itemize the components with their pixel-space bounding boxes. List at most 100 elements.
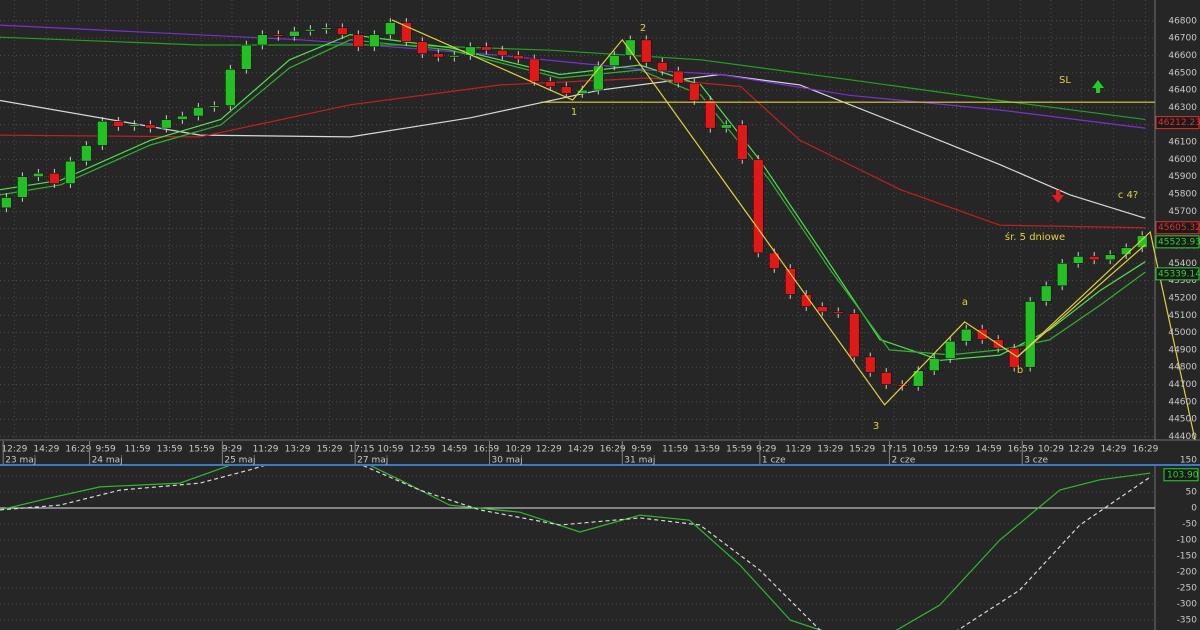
candle-body — [976, 328, 988, 340]
x-tick-label: 13:59 — [157, 445, 183, 455]
candle-body — [592, 65, 604, 91]
candle-body — [608, 55, 620, 67]
candle-body — [225, 68, 236, 106]
date-label: 30 maj — [492, 456, 523, 466]
price-tag-label: 46212.23 — [1158, 118, 1200, 128]
y-tick-label: 45200 — [1168, 293, 1197, 303]
y-tick-label: -300 — [1177, 600, 1198, 610]
x-tick-label: 16:59 — [1008, 445, 1034, 455]
y-tick-label: 50 — [1186, 488, 1198, 498]
candle-body — [65, 160, 76, 184]
candle-body — [129, 124, 140, 127]
x-tick-label: 10:59 — [377, 445, 403, 455]
y-tick-label: 46400 — [1168, 86, 1197, 96]
candle-body — [864, 356, 876, 373]
candle-body — [161, 119, 172, 129]
x-tick-label: 11:29 — [785, 445, 811, 455]
date-label: 2 cze — [891, 456, 915, 466]
y-tick-label: 46500 — [1168, 68, 1197, 78]
value-tag-label: 103.90 — [1167, 470, 1199, 480]
x-tick-label: 16:59 — [473, 445, 499, 455]
y-tick-label: 45400 — [1168, 259, 1197, 269]
x-tick-label: 12:29 — [1068, 445, 1094, 455]
candle-body — [449, 55, 460, 58]
candle-body — [672, 70, 684, 84]
x-tick-label: 13:29 — [817, 445, 843, 455]
y-tick-label: 46800 — [1168, 16, 1197, 26]
price-tag — [1155, 235, 1200, 249]
candle-body — [145, 124, 156, 129]
candle-body — [816, 306, 828, 313]
y-tick-label: -150 — [1177, 552, 1198, 562]
x-tick-label: 14:29 — [1100, 445, 1126, 455]
y-tick-label: -50 — [1182, 520, 1197, 530]
date-label: 24 maj — [92, 456, 123, 466]
candle-body — [1056, 263, 1068, 287]
candle-body — [832, 311, 844, 314]
x-tick-label: 14:29 — [568, 445, 594, 455]
y-tick-label: 44600 — [1168, 397, 1197, 407]
indicator-line — [0, 39, 1146, 356]
y-tick-label: 46100 — [1168, 138, 1197, 148]
date-label: 1 cze — [762, 456, 786, 466]
candle-body — [81, 145, 92, 162]
axes: 4680046700466004650046400463004620046100… — [1, 16, 1200, 625]
candle-body — [736, 124, 748, 160]
candle-body — [465, 46, 476, 56]
candle-body — [97, 120, 108, 146]
candle-body — [113, 120, 124, 127]
candle-body — [800, 294, 812, 307]
date-label: 25 maj — [224, 456, 255, 466]
candle-body — [1040, 285, 1052, 302]
candle-body — [960, 328, 972, 342]
candle-body — [257, 34, 268, 46]
y-tick-label: 46300 — [1168, 103, 1197, 113]
candle-body — [545, 81, 556, 87]
arrow-up — [1092, 80, 1104, 93]
x-tick-label: 12:59 — [944, 445, 970, 455]
x-tick-label: 9:59 — [95, 445, 115, 455]
candle-body — [337, 27, 348, 35]
x-tick-label: 14:59 — [441, 445, 467, 455]
x-tick-label: 15:29 — [849, 445, 875, 455]
x-tick-label: 9:59 — [631, 445, 651, 455]
x-tick-label: 16:29 — [600, 445, 626, 455]
candle-body — [49, 172, 60, 184]
candle-body — [273, 34, 284, 37]
price-panel — [0, 0, 1196, 440]
date-label: 27 maj — [357, 456, 388, 466]
indicator-line — [0, 77, 1146, 229]
y-tick-label: 45000 — [1168, 328, 1197, 338]
candle-body — [385, 22, 396, 35]
y-tick-label: -100 — [1177, 536, 1198, 546]
x-tick-label: 13:59 — [694, 445, 720, 455]
candle-body — [177, 115, 188, 120]
candle-body — [529, 58, 540, 82]
y-tick-label: -250 — [1177, 584, 1198, 594]
price-tag — [1155, 116, 1200, 130]
x-tick-label: 12:29 — [1, 445, 27, 455]
x-tick-label: 16:29 — [65, 445, 91, 455]
candle-body — [401, 22, 412, 42]
y-tick-label: 45700 — [1168, 207, 1197, 217]
arrow-down — [1052, 190, 1064, 203]
oscillator-panel — [0, 466, 1155, 630]
candle-body — [481, 46, 492, 51]
x-tick-label: 12:29 — [536, 445, 562, 455]
candle-body — [640, 39, 652, 63]
date-label: 23 maj — [5, 456, 36, 466]
x-tick-label: 9:29 — [756, 445, 776, 455]
candle-body — [1072, 256, 1084, 264]
x-tick-label: 15:59 — [189, 445, 215, 455]
candle-body — [497, 49, 508, 56]
x-tick-label: 17:15 — [349, 445, 375, 455]
x-tick-label: 11:59 — [662, 445, 688, 455]
y-tick-label: -200 — [1177, 568, 1198, 578]
y-tick-label: 44900 — [1168, 345, 1197, 355]
candle-body — [1008, 347, 1020, 368]
y-tick-label: 46700 — [1168, 34, 1197, 44]
candle-body — [209, 105, 220, 108]
x-tick-label: 17:15 — [881, 445, 907, 455]
candle-body — [1024, 301, 1036, 368]
